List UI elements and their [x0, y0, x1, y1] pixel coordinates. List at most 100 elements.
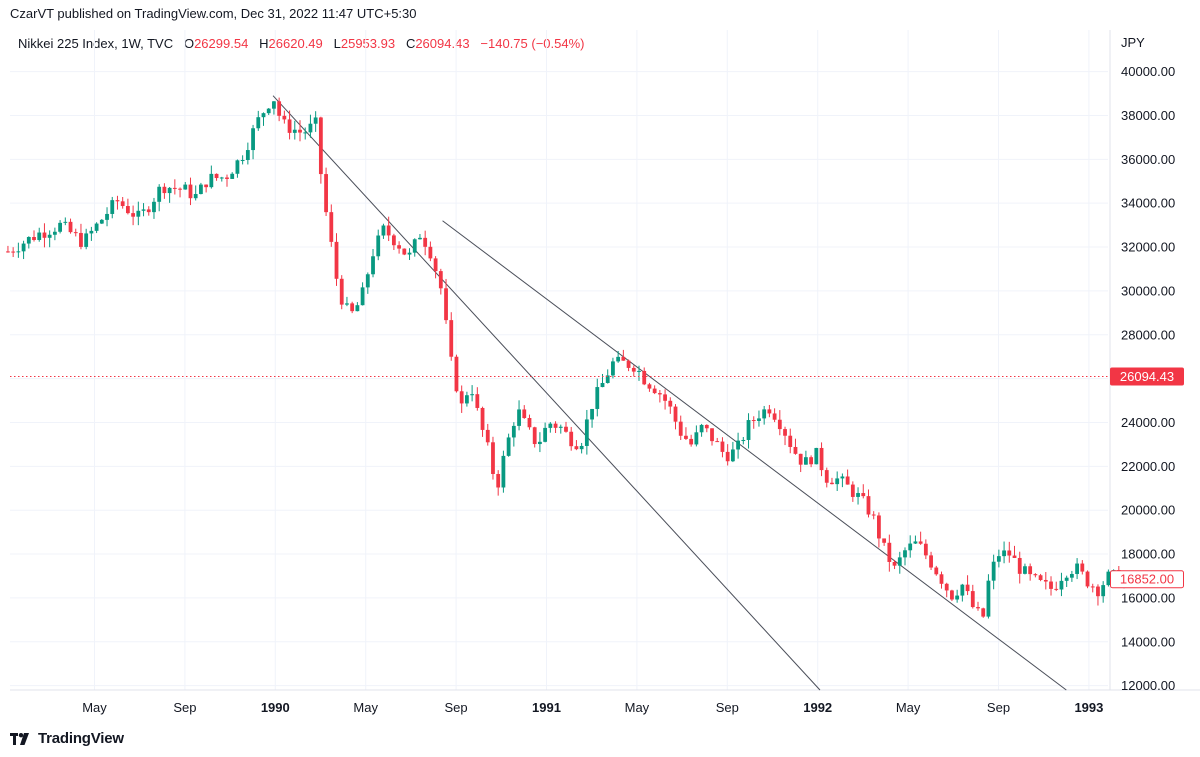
- candle-body: [240, 160, 245, 162]
- candle-body: [835, 478, 840, 485]
- candle-body: [757, 418, 761, 421]
- candle-body: [918, 541, 923, 544]
- candle-body: [882, 538, 887, 543]
- x-tick-label: May: [353, 700, 378, 715]
- candle-body: [684, 435, 688, 439]
- trendlines: [272, 95, 1067, 691]
- candle-body: [1028, 566, 1033, 575]
- candle-body: [694, 432, 699, 445]
- candle-body: [783, 429, 787, 436]
- candle-body: [803, 457, 808, 465]
- footer-brand[interactable]: TradingView: [10, 730, 124, 747]
- candle-body: [657, 393, 662, 395]
- candle-body: [47, 234, 52, 238]
- candle-body: [538, 441, 542, 445]
- candle-body: [725, 451, 730, 462]
- x-tick-label: Sep: [987, 700, 1010, 715]
- x-tick-label: May: [625, 700, 650, 715]
- candle-body: [459, 391, 464, 404]
- candle-body: [365, 274, 370, 288]
- candle-body: [887, 542, 892, 562]
- candle-body: [678, 421, 683, 436]
- candle-body: [146, 209, 151, 213]
- candle-body: [438, 271, 443, 289]
- candle-body: [772, 413, 777, 420]
- symbol-name[interactable]: Nikkei 225 Index, 1W, TVC: [18, 36, 174, 51]
- candle-body: [68, 221, 73, 233]
- y-tick-label: 34000.00: [1121, 196, 1175, 211]
- y-tick-label: 20000.00: [1121, 503, 1175, 518]
- candle-body: [840, 476, 845, 479]
- candle-body: [715, 441, 720, 443]
- candle-body: [845, 476, 850, 485]
- candle-body: [324, 174, 328, 213]
- candle-body: [79, 232, 83, 247]
- candle-body: [110, 200, 115, 214]
- low-label: L: [333, 36, 341, 51]
- candle-body: [313, 117, 318, 124]
- candle-body: [485, 429, 490, 443]
- candle-body: [172, 187, 177, 189]
- candle-body: [475, 394, 480, 408]
- candle-body: [423, 237, 428, 247]
- candle-body: [58, 222, 62, 232]
- candle-body: [219, 177, 224, 179]
- candle-body: [303, 132, 308, 134]
- candle-body: [736, 440, 740, 450]
- candle-body: [256, 117, 261, 129]
- candle-body: [32, 237, 36, 240]
- candle-body: [89, 230, 94, 234]
- open-value: 26299.54: [194, 36, 249, 51]
- candle-body: [955, 595, 960, 600]
- candle-body: [517, 409, 521, 426]
- candle-body: [877, 515, 881, 539]
- candle-body: [1080, 563, 1085, 572]
- candle-body: [663, 394, 667, 401]
- change-value: −140.75 (−0.54%): [480, 36, 585, 51]
- candle-body: [391, 235, 396, 246]
- candle-body: [1101, 585, 1106, 597]
- tradingview-brand: TradingView: [38, 730, 124, 747]
- candle-body: [908, 543, 913, 551]
- candle-body: [449, 320, 454, 357]
- current-price-tag: [1110, 367, 1184, 386]
- candle-body: [626, 360, 631, 368]
- candle-body: [245, 150, 250, 161]
- candle-body: [923, 543, 928, 556]
- candle-body: [527, 418, 532, 428]
- candle-body: [42, 232, 47, 238]
- candle-body: [230, 173, 235, 179]
- candle-body: [1096, 586, 1100, 597]
- candle-body: [131, 213, 136, 217]
- candle-body: [913, 541, 918, 544]
- y-tick-label: 24000.00: [1121, 415, 1175, 430]
- candle-body: [412, 239, 417, 253]
- candle-body: [704, 424, 709, 429]
- candle-body: [1007, 550, 1012, 556]
- candle-body: [1049, 581, 1053, 589]
- candle-body: [105, 213, 109, 220]
- candle-body: [600, 382, 605, 388]
- candle-body: [584, 419, 589, 446]
- candle-body: [272, 101, 276, 109]
- candle-body: [162, 186, 167, 194]
- candle-body: [63, 221, 68, 223]
- candle-body: [819, 447, 824, 471]
- candle-body: [558, 426, 563, 428]
- low-value: 25953.93: [340, 36, 396, 51]
- candle-body: [1023, 566, 1027, 574]
- candle-body: [470, 394, 475, 396]
- x-tick-label: May: [82, 700, 107, 715]
- candle-body: [543, 427, 548, 442]
- candle-body: [950, 590, 954, 600]
- candle-body: [1106, 571, 1111, 586]
- candle-body: [579, 445, 584, 450]
- last-price-label: 16852.00: [1120, 572, 1174, 587]
- candle-body: [157, 186, 162, 202]
- candle-body: [689, 438, 694, 445]
- candle-body: [454, 356, 459, 392]
- candle-body: [120, 201, 125, 207]
- candle-body: [6, 251, 10, 253]
- candle-body: [939, 574, 944, 584]
